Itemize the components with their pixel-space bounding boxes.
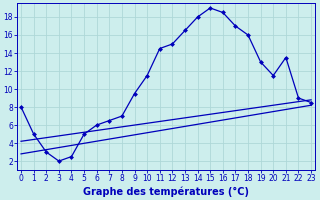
X-axis label: Graphe des températures (°C): Graphe des températures (°C): [83, 186, 249, 197]
